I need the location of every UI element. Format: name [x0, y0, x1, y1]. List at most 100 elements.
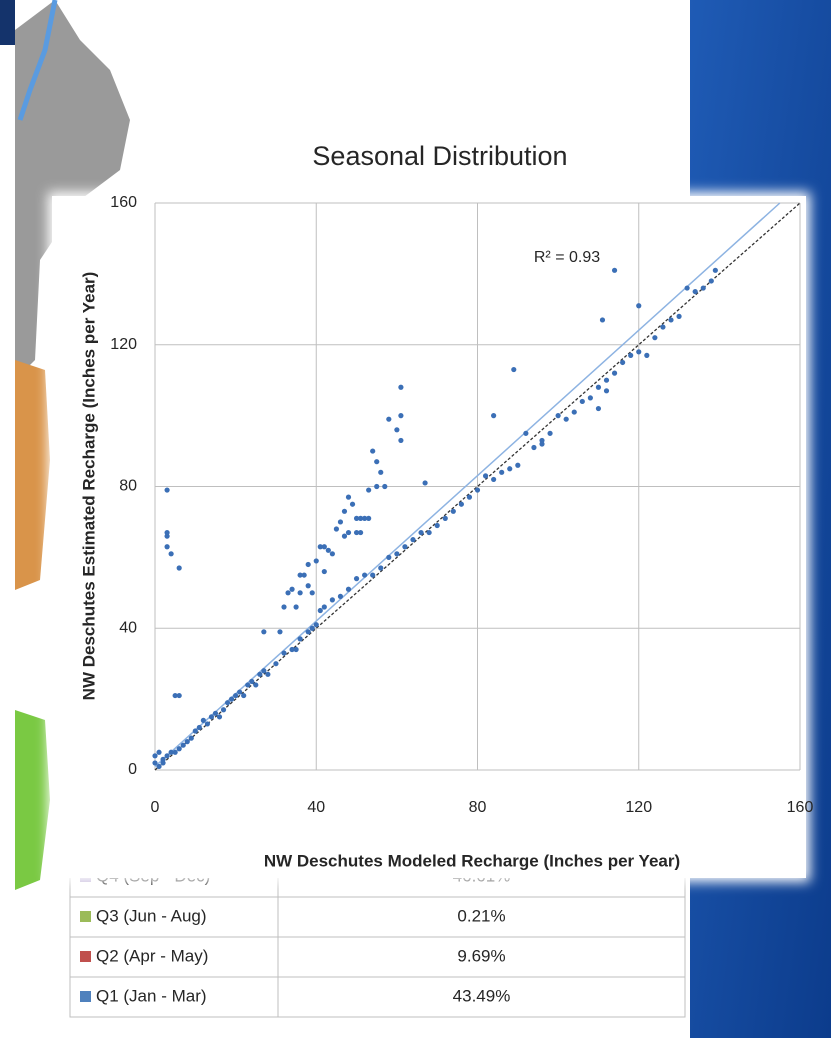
point	[394, 551, 399, 556]
point	[394, 427, 399, 432]
point	[306, 629, 311, 634]
season-label: Q2 (Apr - May)	[96, 946, 208, 965]
point	[374, 484, 379, 489]
point	[221, 707, 226, 712]
point	[298, 590, 303, 595]
point	[330, 551, 335, 556]
point	[213, 711, 218, 716]
point	[205, 721, 210, 726]
point	[306, 562, 311, 567]
point	[273, 661, 278, 666]
point	[310, 626, 315, 631]
point	[189, 736, 194, 741]
point	[237, 689, 242, 694]
point	[310, 590, 315, 595]
point	[156, 764, 161, 769]
point	[676, 314, 681, 319]
y-tick-label: 120	[110, 336, 137, 353]
point	[366, 487, 371, 492]
point	[209, 714, 214, 719]
point	[358, 530, 363, 535]
point	[386, 417, 391, 422]
point	[293, 647, 298, 652]
point	[152, 753, 157, 758]
point	[600, 317, 605, 322]
point	[225, 700, 230, 705]
point	[604, 378, 609, 383]
point	[285, 590, 290, 595]
point	[253, 682, 258, 687]
point	[475, 487, 480, 492]
point	[410, 537, 415, 542]
point	[342, 509, 347, 514]
point	[229, 697, 234, 702]
point	[588, 395, 593, 400]
point	[362, 572, 367, 577]
season-share: 43.49%	[453, 986, 511, 1005]
point	[350, 502, 355, 507]
season-share: 9.69%	[457, 946, 505, 965]
point	[197, 725, 202, 730]
point	[164, 753, 169, 758]
point	[491, 477, 496, 482]
point	[435, 523, 440, 528]
point	[370, 448, 375, 453]
point	[245, 682, 250, 687]
y-axis-label: NW Deschutes Estimated Recharge (Inches …	[79, 272, 98, 701]
point	[314, 622, 319, 627]
point	[523, 431, 528, 436]
point	[378, 470, 383, 475]
point	[156, 750, 161, 755]
point	[322, 604, 327, 609]
point	[164, 487, 169, 492]
point	[177, 565, 182, 570]
point	[604, 388, 609, 393]
point	[491, 413, 496, 418]
point	[580, 399, 585, 404]
point	[382, 484, 387, 489]
annotation: R² = 0.93	[534, 249, 600, 266]
point	[547, 431, 552, 436]
point	[709, 278, 714, 283]
point	[427, 530, 432, 535]
point	[298, 636, 303, 641]
point	[443, 516, 448, 521]
point	[201, 718, 206, 723]
point	[652, 335, 657, 340]
point	[293, 604, 298, 609]
point	[354, 576, 359, 581]
point	[318, 608, 323, 613]
y-tick-label: 80	[119, 478, 137, 495]
point	[298, 572, 303, 577]
point	[564, 417, 569, 422]
point	[398, 438, 403, 443]
point	[398, 385, 403, 390]
x-tick-label: 0	[151, 799, 160, 816]
x-tick-label: 120	[625, 799, 652, 816]
point	[233, 693, 238, 698]
point	[612, 371, 617, 376]
chart-title: Seasonal Distribution	[312, 141, 567, 171]
y-tick-label: 160	[110, 194, 137, 211]
point	[152, 760, 157, 765]
point	[539, 438, 544, 443]
point	[241, 693, 246, 698]
y-tick-label: 40	[119, 619, 137, 636]
point	[249, 679, 254, 684]
y-tick-label: 0	[128, 761, 137, 778]
season-label: Q3 (Jun - Aug)	[96, 906, 207, 925]
point	[193, 728, 198, 733]
point	[507, 466, 512, 471]
season-label: Q1 (Jan - Mar)	[96, 986, 207, 1005]
point	[181, 743, 186, 748]
point	[378, 565, 383, 570]
x-tick-label: 80	[469, 799, 487, 816]
point	[261, 629, 266, 634]
point	[169, 551, 174, 556]
point	[668, 317, 673, 322]
point	[636, 349, 641, 354]
point	[342, 534, 347, 539]
point	[277, 629, 282, 634]
point	[596, 385, 601, 390]
point	[346, 530, 351, 535]
